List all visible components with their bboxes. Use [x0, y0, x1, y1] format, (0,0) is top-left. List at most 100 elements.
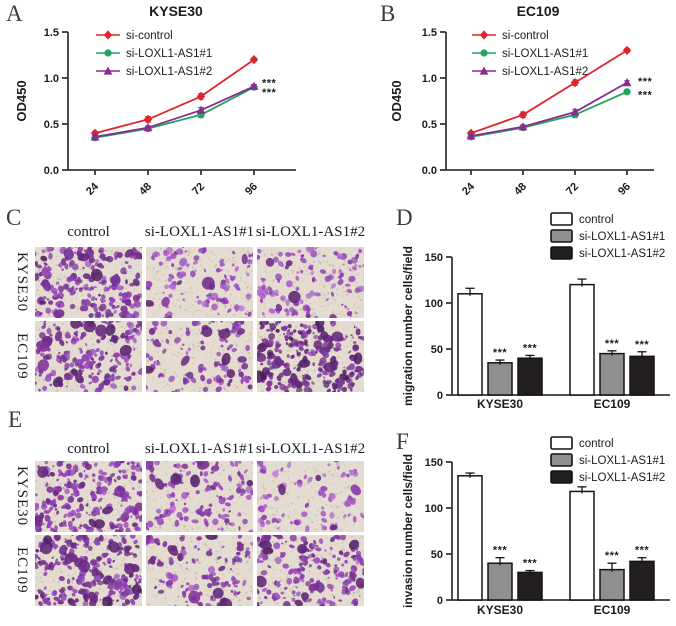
- legend-label: si-LOXL1-AS1#1: [579, 231, 665, 243]
- micrograph-migration-ec109-si2: [257, 321, 364, 392]
- y-tick-label: 0.5: [44, 119, 59, 131]
- legend-swatch: [550, 453, 573, 467]
- micrograph-invasion-kyse30-si1: [146, 461, 253, 532]
- significance-stars: ***: [262, 87, 277, 99]
- significance-stars: ***: [635, 545, 650, 557]
- bar-si-LOXL1-AS1#2-EC109: [629, 355, 655, 396]
- series-line-si-LOXL1-AS1#1: [94, 86, 255, 139]
- significance-stars: ***: [493, 545, 508, 557]
- bar-si-LOXL1-AS1#2-EC109: [629, 560, 655, 601]
- series-line-si-control: [94, 58, 255, 135]
- panel-letter-a: A: [6, 1, 23, 26]
- diamond-marker: [249, 55, 259, 65]
- legend-label: si-LOXL1-AS1#1: [579, 455, 665, 467]
- y-tick-label: 0: [437, 595, 443, 607]
- legend-label: si-control: [502, 30, 549, 42]
- significance-stars: ***: [523, 558, 538, 570]
- y-tick-label: 150: [425, 457, 443, 469]
- y-tick-label: 0.0: [44, 165, 59, 177]
- significance-stars: ***: [605, 550, 620, 562]
- y-axis-label: OD450: [389, 80, 404, 121]
- row-label-kyse30: KYSE30: [14, 466, 30, 527]
- bar-control-EC109: [569, 490, 595, 601]
- significance-stars: ***: [262, 78, 277, 90]
- stained-cells: [146, 461, 253, 532]
- group-label-EC109: EC109: [594, 397, 631, 411]
- micrograph-image: [257, 321, 364, 392]
- triangle-marker: [479, 66, 489, 75]
- legend-label: si-LOXL1-AS1#1: [126, 48, 212, 60]
- micrograph-migration-kyse30-si1: [146, 247, 253, 318]
- y-tick-label: 100: [425, 503, 443, 515]
- legend-label: si-LOXL1-AS1#2: [579, 472, 665, 484]
- diamond-marker: [479, 30, 489, 40]
- micrograph-image: [35, 247, 142, 318]
- y-tick-label: 50: [431, 344, 443, 356]
- circle-marker: [104, 49, 112, 57]
- stained-cells: [35, 247, 142, 318]
- series-line-si-control: [470, 49, 628, 135]
- stained-cells: [257, 535, 364, 606]
- diamond-marker: [143, 114, 153, 124]
- series-line-si-LOXL1-AS1#2: [94, 85, 255, 138]
- stained-cells: [35, 535, 142, 606]
- triangle-marker: [622, 78, 632, 87]
- micrograph-invasion-kyse30-control: [35, 461, 142, 532]
- chart-invasion-counts: invasion number cells/field 0 50 100 150 *** *…: [401, 436, 670, 617]
- panel-letter-c: C: [6, 205, 22, 230]
- diamond-marker: [196, 91, 206, 101]
- stained-cells: [35, 321, 142, 392]
- chart-ec109-proliferation: EC109 OD450 0.0 0.5 1.0 1.5 24 48 72 96 si-control…: [389, 3, 654, 198]
- row-label-ec109: EC109: [14, 547, 30, 594]
- column-header-si-loxl1-as1-1: si-LOXL1-AS1#1: [144, 224, 255, 240]
- bar-si-LOXL1-AS1#2-KYSE30: [517, 357, 543, 396]
- stained-cells: [257, 247, 364, 318]
- micrograph-image: [146, 321, 253, 392]
- y-tick-label: 1.5: [44, 27, 59, 39]
- legend-swatch: [550, 229, 573, 243]
- series-line-si-LOXL1-AS1#1: [470, 90, 628, 138]
- y-axis-label: invasion number cells/field: [401, 454, 415, 608]
- column-header-si-loxl1-as1-2: si-LOXL1-AS1#2: [255, 441, 366, 457]
- legend-label: si-LOXL1-AS1#2: [126, 66, 212, 78]
- series-line-si-LOXL1-AS1#2: [470, 81, 628, 137]
- triangle-marker: [518, 122, 528, 131]
- chart-migration-counts: migration number cells/field 0 50 100 150 ***…: [401, 212, 670, 411]
- micrograph-image: [257, 461, 364, 532]
- micrograph-migration-kyse30-si2: [257, 247, 364, 318]
- stained-cells: [146, 247, 253, 318]
- chart-title: KYSE30: [149, 3, 203, 19]
- diamond-marker: [622, 45, 632, 55]
- micrograph-invasion-kyse30-si2: [257, 461, 364, 532]
- legend-label: control: [579, 214, 614, 226]
- triangle-marker: [249, 81, 259, 90]
- column-header-control: control: [67, 224, 110, 240]
- micrograph-migration-ec109-si1: [146, 321, 253, 392]
- diamond-marker: [570, 78, 580, 88]
- micrograph-image: [146, 535, 253, 606]
- column-header-si-loxl1-as1-2: si-LOXL1-AS1#2: [255, 224, 366, 240]
- chart-title: EC109: [517, 3, 560, 19]
- legend-label: si-LOXL1-AS1#2: [579, 248, 665, 260]
- micrograph-image: [257, 247, 364, 318]
- micrograph-image: [35, 321, 142, 392]
- panel-letter-d: D: [396, 205, 413, 230]
- legend-label: si-LOXL1-AS1#1: [502, 48, 588, 60]
- triangle-marker: [143, 123, 153, 132]
- significance-stars: ***: [523, 342, 538, 354]
- significance-stars: ***: [493, 347, 508, 359]
- significance-stars: ***: [605, 338, 620, 350]
- y-axis-label: OD450: [14, 80, 29, 121]
- circle-marker: [623, 88, 631, 96]
- micrograph-image: [146, 461, 253, 532]
- y-tick-label: 100: [425, 298, 443, 310]
- micrograph-migration-kyse30-control: [35, 247, 142, 318]
- x-tick-label: 72: [190, 181, 207, 198]
- group-label-KYSE30: KYSE30: [477, 397, 523, 411]
- bar-control-KYSE30: [457, 475, 483, 601]
- y-tick-label: 0.5: [422, 119, 437, 131]
- x-tick-label: 24: [84, 180, 102, 198]
- circle-marker: [480, 49, 488, 57]
- y-axis-label: migration number cells/field: [401, 246, 415, 406]
- bar-si-LOXL1-AS1#1-EC109: [599, 568, 625, 601]
